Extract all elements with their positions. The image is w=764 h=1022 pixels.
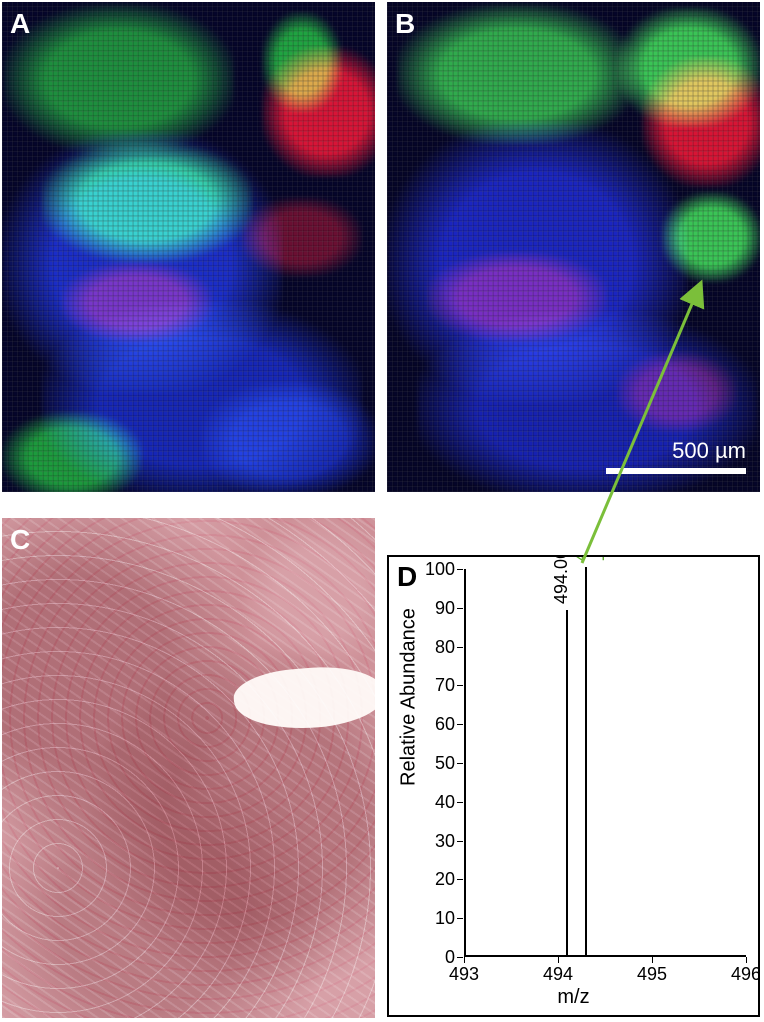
y-axis-label: Relative Abundance xyxy=(398,608,421,786)
histology-image xyxy=(2,518,375,1018)
figure: A 500 µm B C D Relative Abundance m/z 49… xyxy=(0,0,764,1022)
peak-mz-label: 494.0634 xyxy=(551,555,572,604)
y-tick-label: 50 xyxy=(421,753,455,774)
y-tick-label: 30 xyxy=(421,831,455,852)
panel-label-c: C xyxy=(10,524,30,556)
pixel-overlay-light xyxy=(2,2,375,492)
y-tick-label: 70 xyxy=(421,675,455,696)
y-tick-label: 40 xyxy=(421,792,455,813)
y-tick-label: 80 xyxy=(421,637,455,658)
panel-label-b: B xyxy=(395,8,415,40)
panel-label-a: A xyxy=(10,8,30,40)
y-tick-label: 10 xyxy=(421,908,455,929)
spectrum-peak xyxy=(585,567,587,955)
x-tick-label: 493 xyxy=(449,964,479,985)
x-tick-label: 494 xyxy=(543,964,573,985)
spectrum-peak xyxy=(566,610,568,955)
panel-d: D Relative Abundance m/z 494.0634494.266… xyxy=(387,555,760,1017)
x-axis-label: m/z xyxy=(557,986,589,1009)
mass-spectrum: D Relative Abundance m/z 494.0634494.266… xyxy=(389,557,758,1015)
pixel-overlay-light xyxy=(387,2,760,492)
histology-noise xyxy=(2,518,375,1018)
plot-area: 494.0634494.2661- 0.2 ppm xyxy=(464,569,746,957)
panel-c: C xyxy=(2,518,375,1018)
y-tick-label: 90 xyxy=(421,598,455,619)
y-tick-label: 60 xyxy=(421,714,455,735)
x-tick-label: 496 xyxy=(731,964,760,985)
y-tick-label: 20 xyxy=(421,869,455,890)
peak-ppm-label: - 0.2 ppm xyxy=(592,555,613,561)
panel-b: 500 µm B xyxy=(387,2,760,492)
scalebar-label: 500 µm xyxy=(672,438,746,464)
panel-a: A xyxy=(2,2,375,492)
panel-label-d: D xyxy=(397,561,417,593)
peak-mz-label: 494.2661 xyxy=(570,555,591,561)
x-tick-label: 495 xyxy=(637,964,667,985)
scalebar xyxy=(606,468,746,474)
y-tick-label: 100 xyxy=(421,559,455,580)
